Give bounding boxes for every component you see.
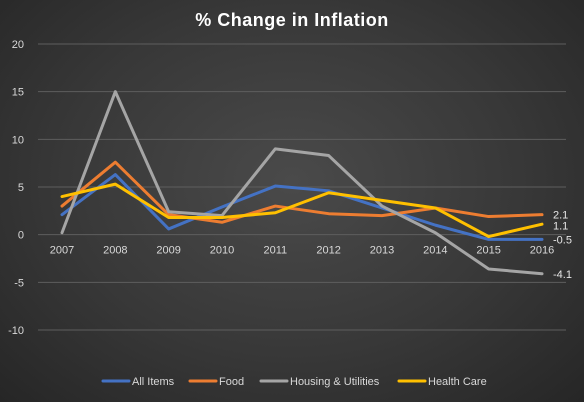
- series-line-all-items: [60, 173, 544, 241]
- series-line-health-care: [60, 182, 544, 239]
- x-tick-label: 2014: [423, 245, 447, 257]
- y-tick-label: -10: [8, 325, 24, 337]
- legend-label: Health Care: [428, 376, 487, 388]
- x-tick-label: 2011: [264, 245, 288, 257]
- x-axis-ticks: 2007 2008 2009 2010 2011 2012 2013 2014 2015 2016: [50, 245, 554, 257]
- legend-label: All Items: [132, 376, 175, 388]
- legend-label: Food: [219, 376, 244, 388]
- x-tick-label: 2009: [156, 245, 180, 257]
- legend-label: Housing & Utilities: [290, 376, 380, 388]
- series-lines: [60, 90, 544, 276]
- series-line-food: [60, 160, 544, 224]
- end-value-label: 2.1: [553, 210, 568, 222]
- x-tick-label: 2013: [370, 245, 394, 257]
- y-tick-label: 10: [12, 134, 24, 146]
- y-tick-label: 15: [12, 87, 24, 99]
- y-tick-label: 0: [18, 230, 24, 242]
- x-tick-label: 2007: [50, 245, 74, 257]
- y-tick-label: 5: [18, 182, 24, 194]
- y-axis-ticks: -10 -5 0 5 10 15 20: [8, 39, 24, 337]
- x-tick-label: 2015: [476, 245, 500, 257]
- x-tick-label: 2008: [103, 245, 127, 257]
- legend: All Items Food Housing & Utilities Health C…: [101, 376, 487, 388]
- end-value-label: -4.1: [553, 269, 572, 281]
- end-value-label: 1.1: [553, 221, 568, 233]
- y-tick-label: -5: [14, 277, 24, 289]
- x-tick-label: 2010: [210, 245, 234, 257]
- chart-title: % Change in Inflation: [195, 10, 389, 30]
- x-tick-label: 2016: [530, 245, 554, 257]
- x-tick-label: 2012: [316, 245, 340, 257]
- end-value-label: -0.5: [553, 234, 572, 246]
- y-tick-label: 20: [12, 39, 24, 51]
- end-labels: 2.11.1-0.5 -4.1: [553, 210, 572, 281]
- series-line-housing-utilities: [60, 90, 544, 276]
